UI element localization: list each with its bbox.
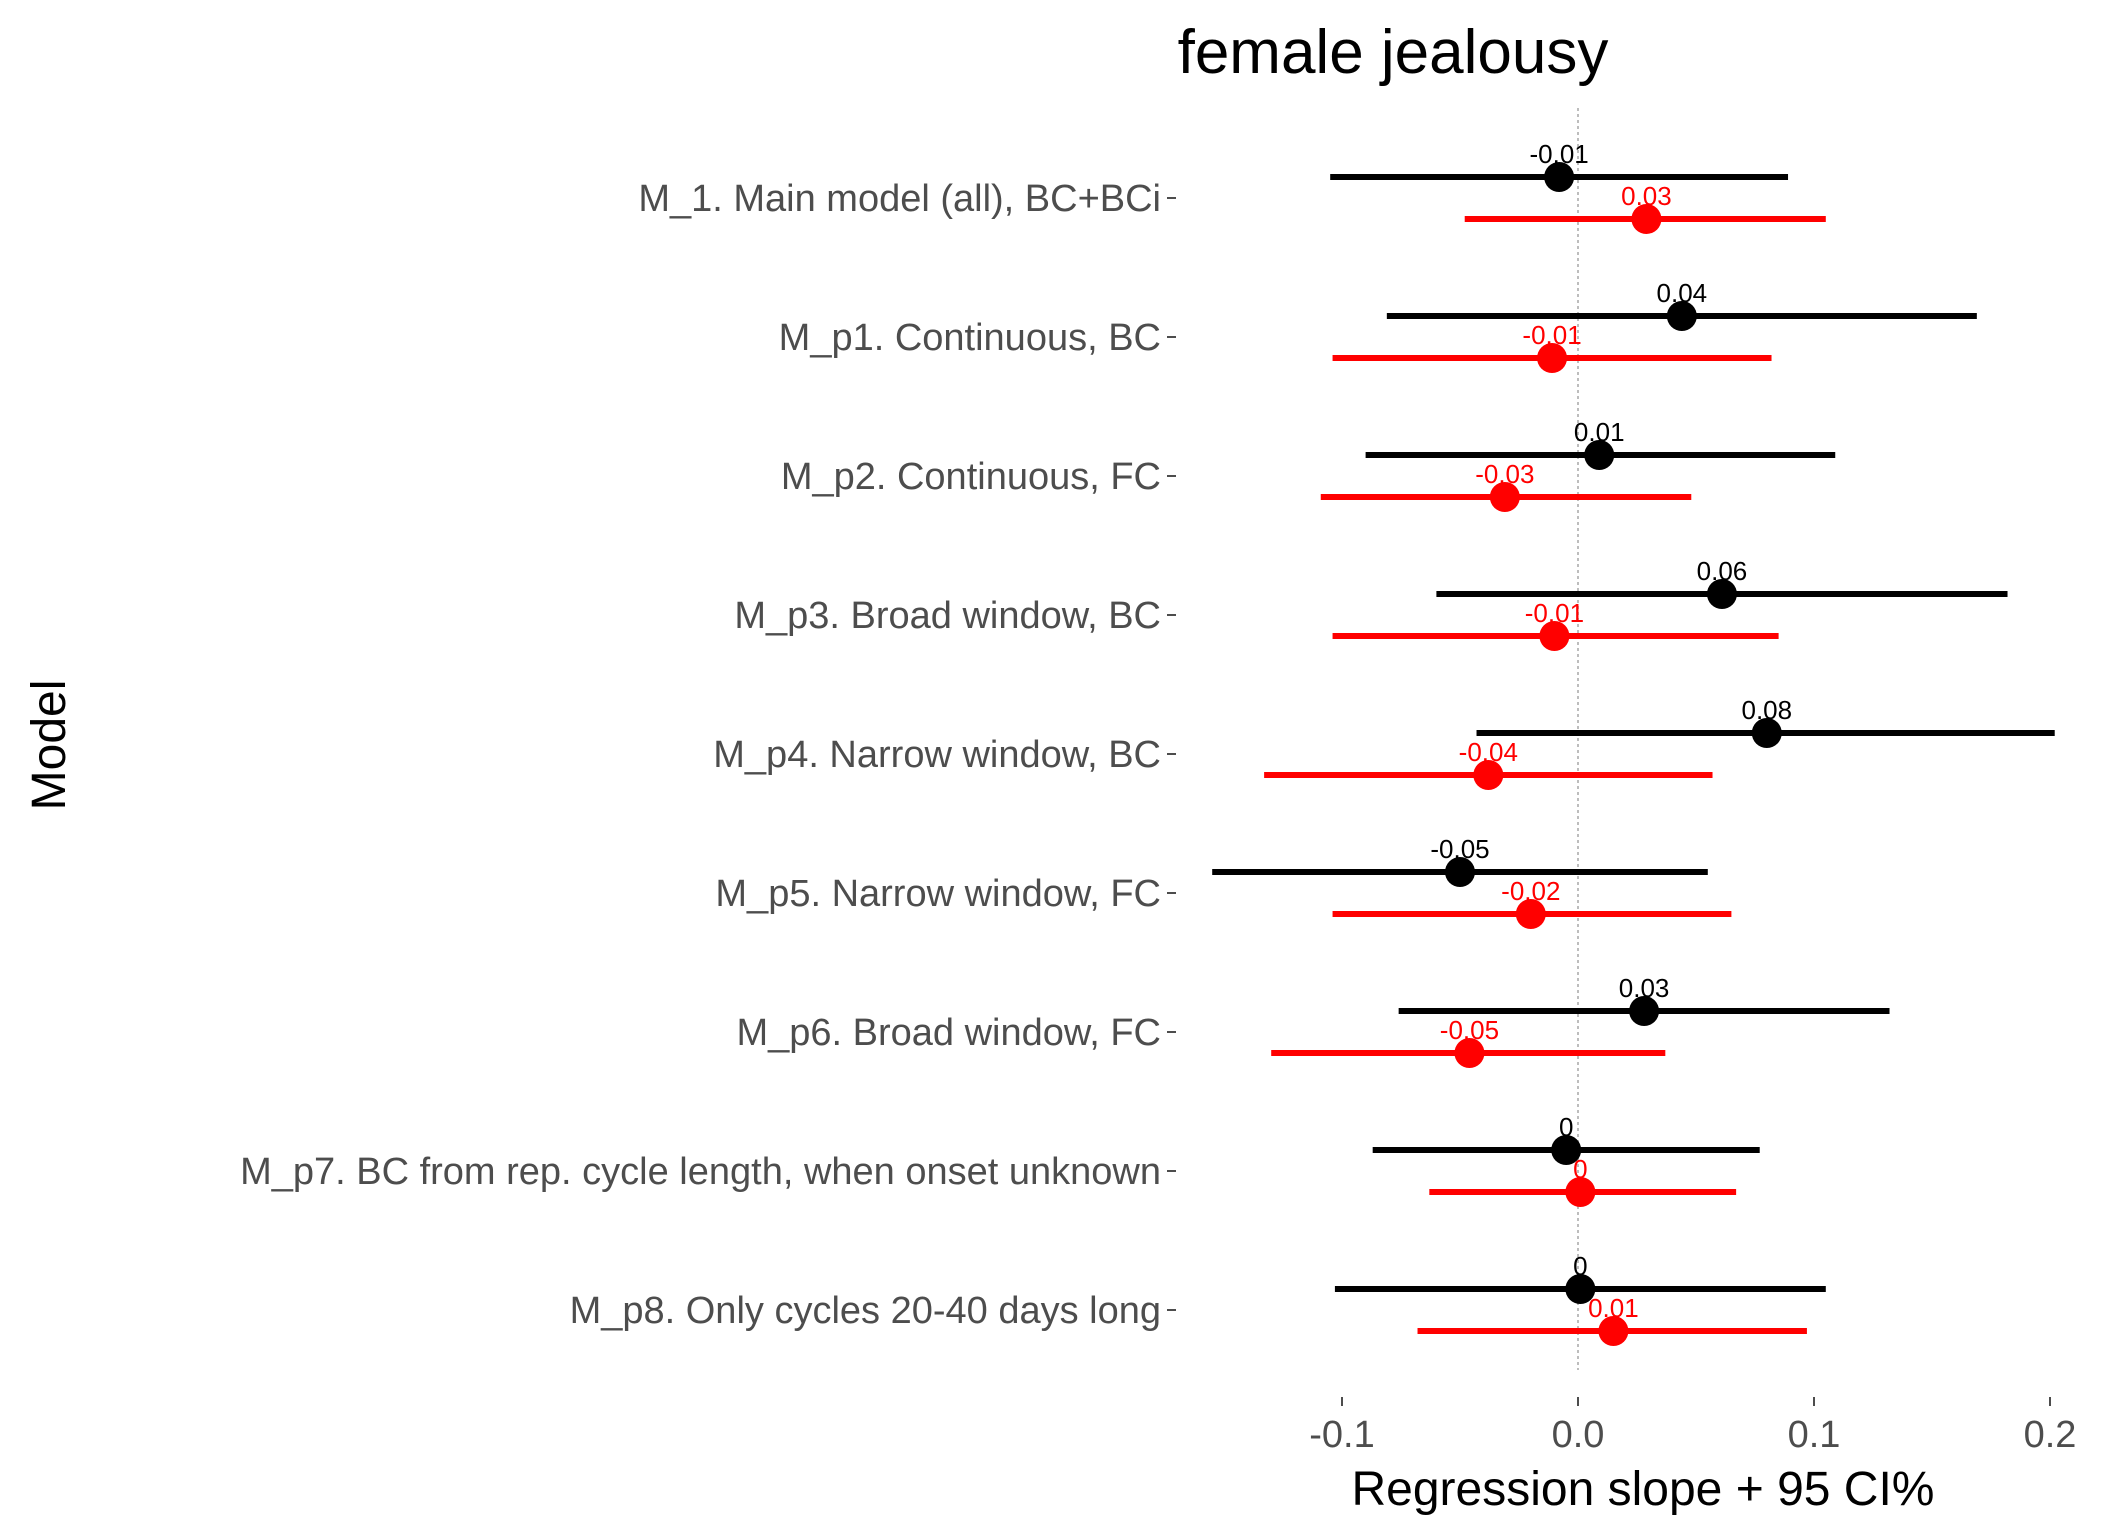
data-label: -0.03 — [1475, 459, 1534, 489]
data-label: -0.01 — [1525, 598, 1584, 628]
y-tick-label: M_p7. BC from rep. cycle length, when on… — [240, 1151, 1161, 1193]
estimate-point — [1629, 996, 1660, 1026]
y-axis-title: Model — [23, 680, 76, 811]
estimate-point — [1584, 440, 1615, 470]
data-label: 0.03 — [1621, 181, 1672, 211]
estimate-point — [1544, 162, 1575, 192]
x-axis: -0.1 0.0 0.1 0.2 — [1309, 1397, 2076, 1456]
estimate-point — [1551, 1135, 1582, 1165]
y-tick-label: M_p5. Narrow window, FC — [715, 873, 1161, 915]
x-tick-label: 0.2 — [2024, 1414, 2077, 1456]
estimate-point — [1473, 760, 1504, 790]
x-axis-title: Regression slope + 95 CI% — [1352, 1463, 1935, 1516]
estimate-point — [1489, 482, 1520, 512]
data-label: 0 — [1573, 1251, 1587, 1281]
x-tick-label: 0.0 — [1552, 1414, 1605, 1456]
y-tick-label: M_p3. Broad window, BC — [734, 595, 1161, 637]
data-label: 0 — [1573, 1154, 1587, 1184]
estimate-point — [1565, 1177, 1596, 1207]
data-label: -0.05 — [1440, 1015, 1499, 1045]
y-tick-label: M_p4. Narrow window, BC — [713, 734, 1161, 776]
y-tick-label: M_p8. Only cycles 20-40 days long — [570, 1290, 1161, 1332]
data-label: -0.01 — [1522, 320, 1581, 350]
data-label: 0.01 — [1588, 1293, 1639, 1323]
data-label: 0.03 — [1619, 973, 1670, 1003]
y-axis: M_1. Main model (all), BC+BCi M_p1. Conti… — [240, 178, 1176, 1332]
data-label: 0.01 — [1574, 417, 1625, 447]
data-label: -0.05 — [1430, 834, 1489, 864]
estimate-point — [1454, 1038, 1485, 1068]
estimate-point — [1666, 301, 1697, 331]
data-label: -0.04 — [1459, 737, 1518, 767]
estimate-point — [1565, 1274, 1596, 1304]
data-label: -0.02 — [1501, 876, 1560, 906]
data-label: 0.04 — [1657, 278, 1708, 308]
estimate-point — [1706, 579, 1737, 609]
y-tick-label: M_p2. Continuous, FC — [781, 456, 1161, 498]
estimate-point — [1515, 899, 1546, 929]
estimate-point — [1445, 857, 1475, 887]
chart-title: female jealousy — [1178, 18, 1609, 87]
estimate-point — [1598, 1316, 1629, 1346]
estimate-point — [1631, 204, 1662, 234]
data-label: 0.06 — [1697, 556, 1748, 586]
estimate-point — [1539, 621, 1570, 651]
estimate-point — [1751, 718, 1782, 748]
estimate-point — [1537, 343, 1568, 373]
data-label: 0.08 — [1741, 695, 1792, 725]
y-tick-label: M_1. Main model (all), BC+BCi — [638, 178, 1161, 220]
x-tick-label: 0.1 — [1788, 1414, 1841, 1456]
y-tick-label: M_p1. Continuous, BC — [779, 317, 1161, 359]
plot-marks: -0.010.040.010.060.08-0.050.03000.03-0.0… — [1212, 139, 2055, 1346]
data-label: 0 — [1559, 1112, 1573, 1142]
data-label: -0.01 — [1529, 139, 1588, 169]
y-tick-label: M_p6. Broad window, FC — [736, 1012, 1161, 1054]
x-tick-label: -0.1 — [1309, 1414, 1374, 1456]
